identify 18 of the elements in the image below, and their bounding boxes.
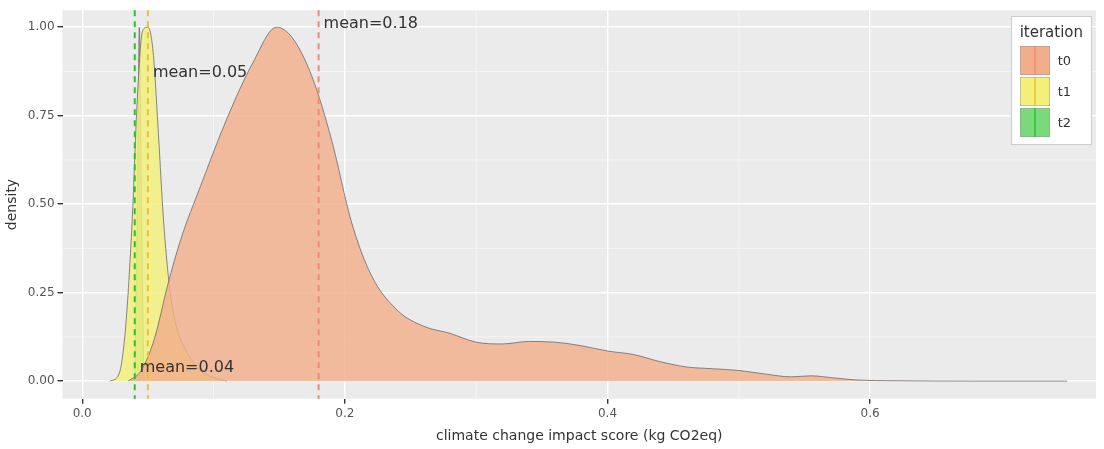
- y-tick-label: 0.00: [27, 373, 55, 388]
- ref-line-label: mean=0.18: [323, 12, 418, 32]
- legend-label: t1: [1057, 84, 1071, 99]
- x-tick-label: 0.0: [72, 406, 92, 421]
- ref-line-label: mean=0.04: [139, 356, 235, 376]
- ref-line-label: mean=0.05: [152, 61, 248, 81]
- y-axis-title: density: [3, 178, 20, 231]
- legend-title: iteration: [1019, 23, 1083, 41]
- y-tick-label: 0.25: [27, 284, 55, 299]
- x-tick-label: 0.4: [597, 406, 618, 421]
- x-tick-label: 0.6: [860, 406, 880, 421]
- y-tick-label: 0.75: [27, 107, 55, 122]
- legend-label: t2: [1057, 115, 1071, 130]
- legend-label: t0: [1057, 53, 1071, 68]
- y-tick-label: 1.00: [27, 19, 55, 34]
- x-tick-label: 0.2: [335, 406, 355, 421]
- y-tick-label: 0.50: [27, 196, 55, 211]
- x-axis-title: climate change impact score (kg CO2eq): [436, 427, 723, 444]
